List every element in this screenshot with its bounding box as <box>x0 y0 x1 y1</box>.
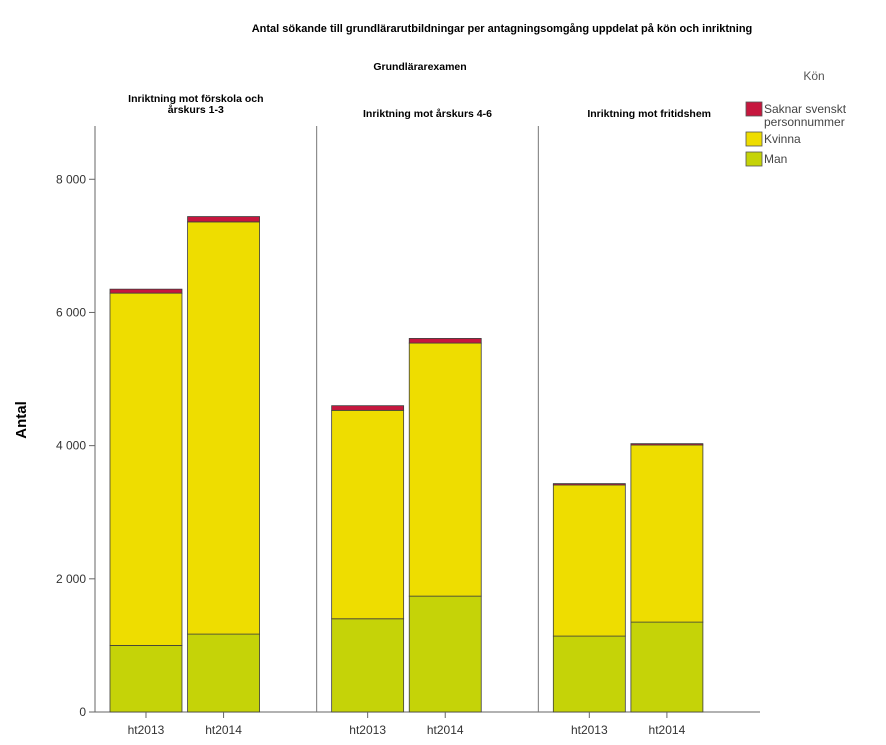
bar-segment <box>408 342 482 597</box>
legend-label: Kvinna <box>764 132 801 146</box>
bar-segment <box>187 216 260 223</box>
bar-segment <box>408 595 482 713</box>
bar-segment <box>552 484 626 637</box>
bar-segment <box>331 618 405 713</box>
y-tick-label: 6 000 <box>56 305 86 319</box>
panel-label: Inriktning mot förskola och <box>128 93 263 105</box>
x-tick-label: ht2014 <box>205 723 242 737</box>
x-tick-label: ht2013 <box>349 723 386 737</box>
bar-segment <box>331 405 405 411</box>
bar-segment <box>331 409 405 620</box>
bar-segment <box>109 292 183 646</box>
bar-segment <box>109 288 183 294</box>
bar-segment <box>187 221 260 635</box>
bar-segment <box>552 483 626 486</box>
bar-segment <box>187 633 260 713</box>
y-tick-label: 4 000 <box>56 439 86 453</box>
panel-label: årskurs 1-3 <box>168 104 224 116</box>
bar-segment <box>109 645 183 713</box>
x-tick-label: ht2013 <box>128 723 165 737</box>
bar-segment <box>630 443 704 446</box>
chart-subtitle: Grundlärarexamen <box>373 61 466 73</box>
bar-segment <box>552 635 626 713</box>
x-tick-label: ht2014 <box>427 723 464 737</box>
bar-segment <box>408 338 482 344</box>
legend-title: Kön <box>803 69 824 83</box>
x-tick-label: ht2014 <box>649 723 686 737</box>
plot-area: 0 2 000 4 000 6 000 8 000 Inriktning mot förs… <box>56 93 760 737</box>
panel-label: Inriktning mot fritidshem <box>587 108 711 120</box>
legend-label: Saknar svenskt <box>764 102 847 116</box>
y-tick-label: 2 000 <box>56 572 86 586</box>
bar-segment <box>630 444 704 623</box>
x-tick-label: ht2013 <box>571 723 608 737</box>
y-tick-label: 0 <box>79 705 86 719</box>
legend-label: Man <box>764 152 787 166</box>
legend-label: personnummer <box>764 115 845 129</box>
y-axis-label: Antal <box>13 401 30 439</box>
y-tick-label: 8 000 <box>56 172 86 186</box>
panel-label: Inriktning mot årskurs 4-6 <box>363 108 492 120</box>
legend-swatch <box>745 131 763 147</box>
legend-swatch <box>745 101 763 117</box>
legend-swatch <box>745 151 763 167</box>
chart-title: Antal sökande till grundlärarutbildninga… <box>252 23 753 35</box>
bar-segment <box>630 621 704 713</box>
